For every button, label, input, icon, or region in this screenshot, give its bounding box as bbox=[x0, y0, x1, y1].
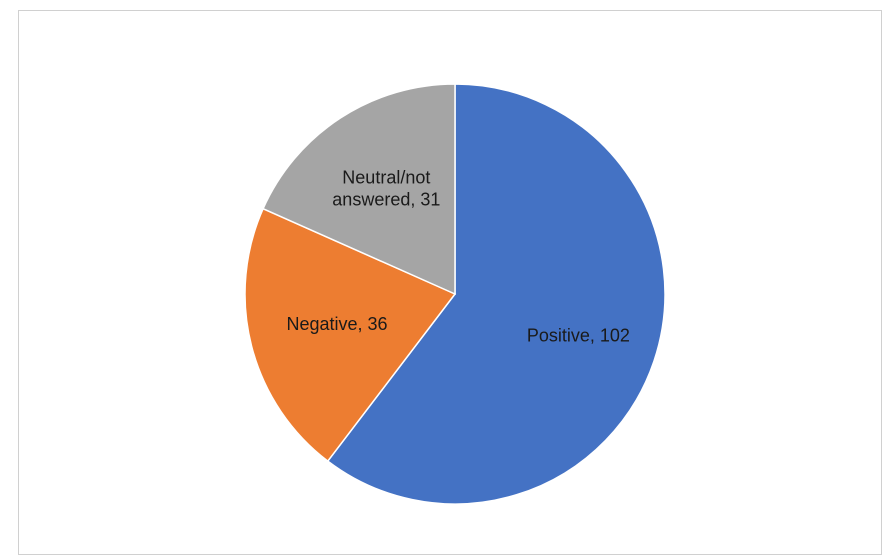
slice-label-line: Neutral/not bbox=[342, 167, 430, 187]
slice-label-positive: Positive, 102 bbox=[527, 326, 630, 346]
slice-label-line: answered, 31 bbox=[332, 189, 440, 209]
pie-chart: Positive, 102 Negative, 36 Neutral/not answ… bbox=[19, 11, 883, 556]
slice-label-negative: Negative, 36 bbox=[286, 314, 387, 334]
pie-slices bbox=[245, 84, 665, 504]
slice-label-line: Negative, 36 bbox=[286, 314, 387, 334]
chart-area: Positive, 102 Negative, 36 Neutral/not answ… bbox=[18, 10, 882, 555]
slice-label-line: Positive, 102 bbox=[527, 326, 630, 346]
